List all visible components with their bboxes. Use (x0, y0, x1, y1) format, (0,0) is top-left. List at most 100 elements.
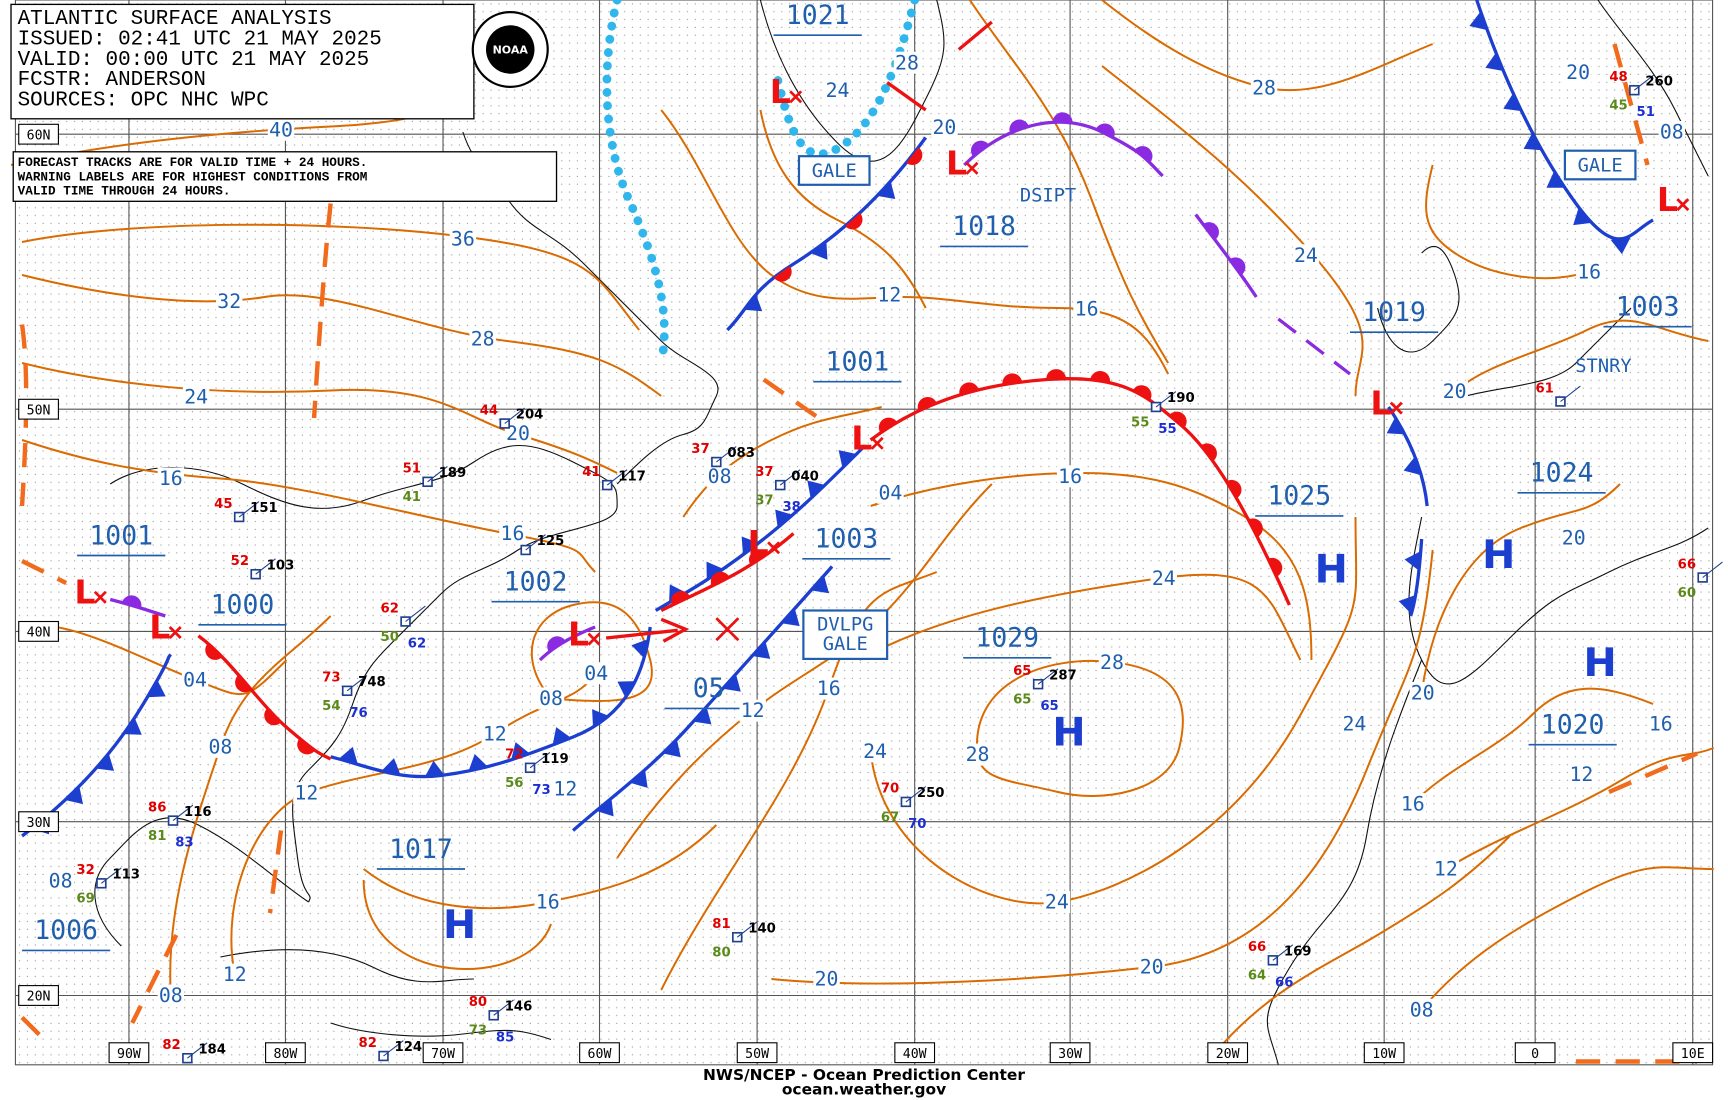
station-pressure: 146 (505, 1000, 533, 1015)
front-line (869, 377, 1291, 606)
notice-box (12, 151, 558, 202)
cold-front-pip (743, 294, 763, 312)
lon-label-box (1049, 1042, 1091, 1064)
header-line: VALID: 00:00 UTC 21 MAY 2025 (18, 49, 370, 72)
warm-front-pip (970, 140, 989, 157)
lat-label-box (18, 620, 59, 642)
lon-label-box (265, 1042, 306, 1064)
isobar-label: 24 (826, 79, 850, 102)
isobar-label: 28 (471, 327, 495, 350)
station-temp: 82 (359, 1036, 377, 1051)
central-pressure: 1000 (211, 590, 275, 621)
lat-label: 50N (27, 403, 51, 418)
cold-front-pip (468, 753, 488, 772)
station-temp: 73 (322, 671, 340, 686)
low-x (870, 436, 884, 450)
low-x (1676, 198, 1690, 212)
station-dew: 67 (881, 810, 899, 825)
isobar-label-bg (1073, 298, 1100, 321)
isobar-label-bg (1647, 712, 1674, 735)
labels: 60N 50N 40N 30N 20N 90W 80W 70W 60W 50W 40W 30W 20W 1… (18, 0, 1723, 1064)
central-pressure: 1019 (1362, 297, 1426, 328)
station-pressure: 040 (791, 469, 819, 484)
cold-front-pip (631, 639, 649, 659)
central-pressure: 1001 (826, 347, 890, 378)
lon-label-box (1514, 1042, 1556, 1064)
lon-label-box (894, 1042, 936, 1064)
low-track (605, 617, 740, 643)
warm-front-pip (1009, 119, 1029, 133)
lon-label: 10W (1372, 1047, 1396, 1062)
central-pressure: 1017 (389, 834, 453, 865)
isobar-label-bg (157, 984, 185, 1007)
isobar-label-bg (469, 327, 496, 350)
station-temp: 45 (214, 497, 232, 512)
low-center: L (851, 419, 872, 458)
notice-line: VALID TIME THROUGH 24 HOURS. (18, 184, 231, 199)
isobar-label-bg (813, 968, 840, 990)
isobar-label: 24 (1342, 712, 1366, 735)
lon-label-box (1672, 1042, 1714, 1064)
central-pressure: 1025 (1267, 481, 1331, 512)
front-line (571, 565, 834, 832)
station-temp: 51 (403, 462, 421, 477)
isobar-label-bg (893, 51, 921, 74)
isobar-label: 16 (159, 467, 183, 490)
isobar-label: 08 (49, 870, 73, 893)
warm-front-pip (235, 674, 252, 693)
isobar-label: 12 (553, 777, 577, 800)
header-line: SOURCES: OPC NHC WPC (18, 90, 269, 113)
low-x (168, 626, 182, 639)
low-center: L (1657, 180, 1678, 219)
station-temp: 48 (1609, 70, 1627, 85)
wind-barb (383, 1040, 404, 1057)
lon-label: 80W (273, 1047, 297, 1062)
isobar-label: 20 (1411, 682, 1435, 705)
wind-barb (1560, 385, 1581, 402)
isobar-label: 16 (1649, 712, 1673, 735)
warm-front-pip (1201, 443, 1217, 462)
lat-label-box (18, 123, 59, 145)
isobar-label-bg (1056, 465, 1084, 488)
central-pressure: 1003 (1616, 292, 1680, 323)
lon-label-box (1207, 1042, 1249, 1064)
warm-front-pip (1226, 479, 1242, 499)
station-other: 83 (175, 836, 193, 851)
station-dew: 60 (1678, 586, 1696, 601)
wind-barb (187, 1042, 208, 1059)
wind-barb (736, 921, 758, 938)
isobar-label-bg (582, 662, 610, 685)
cold-front-pip (1573, 207, 1592, 226)
isobar-label-bg (157, 467, 185, 490)
front-line (197, 634, 332, 761)
isobar-label-bg (861, 740, 889, 763)
low-x (767, 541, 781, 555)
isobar-label: 40 (269, 118, 293, 141)
warm-front-pip (1002, 373, 1023, 385)
isobar-label: 04 (183, 668, 207, 691)
high-center: H (1584, 640, 1617, 686)
footer: NWS/NCEP - Ocean Prediction Centerocean.… (703, 1066, 1025, 1098)
central-pressure: 1001 (89, 520, 153, 551)
station-temp: 61 (1535, 381, 1553, 396)
wind-barb (606, 469, 628, 486)
station-dew: 45 (1609, 99, 1627, 114)
low-center: L (770, 72, 791, 111)
cold-front-pip (722, 674, 741, 692)
station-temp: 37 (755, 465, 773, 480)
low-x (789, 90, 803, 104)
isobar-label-bg (481, 722, 509, 745)
station-temp: 52 (231, 554, 249, 569)
station-other: 65 (1040, 699, 1058, 714)
wind-barb (405, 605, 426, 622)
cold-front-pip (1610, 237, 1631, 255)
isobar-label-bg (815, 677, 842, 700)
isobar-label-bg (499, 522, 526, 545)
wind-barb (1702, 561, 1723, 578)
lat-label-box (18, 398, 59, 420)
high-center: H (1482, 532, 1515, 578)
lon-label: 20W (1216, 1047, 1240, 1062)
station-other: 62 (408, 637, 426, 652)
central-pressure: 1002 (504, 567, 568, 598)
